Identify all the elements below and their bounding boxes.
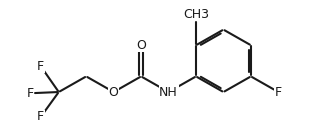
Text: CH3: CH3 <box>183 8 209 21</box>
Text: F: F <box>275 86 282 99</box>
Text: F: F <box>37 60 44 73</box>
Text: F: F <box>37 110 44 123</box>
Text: NH: NH <box>159 86 178 99</box>
Text: F: F <box>27 87 34 100</box>
Text: O: O <box>136 39 146 52</box>
Text: O: O <box>109 86 119 99</box>
